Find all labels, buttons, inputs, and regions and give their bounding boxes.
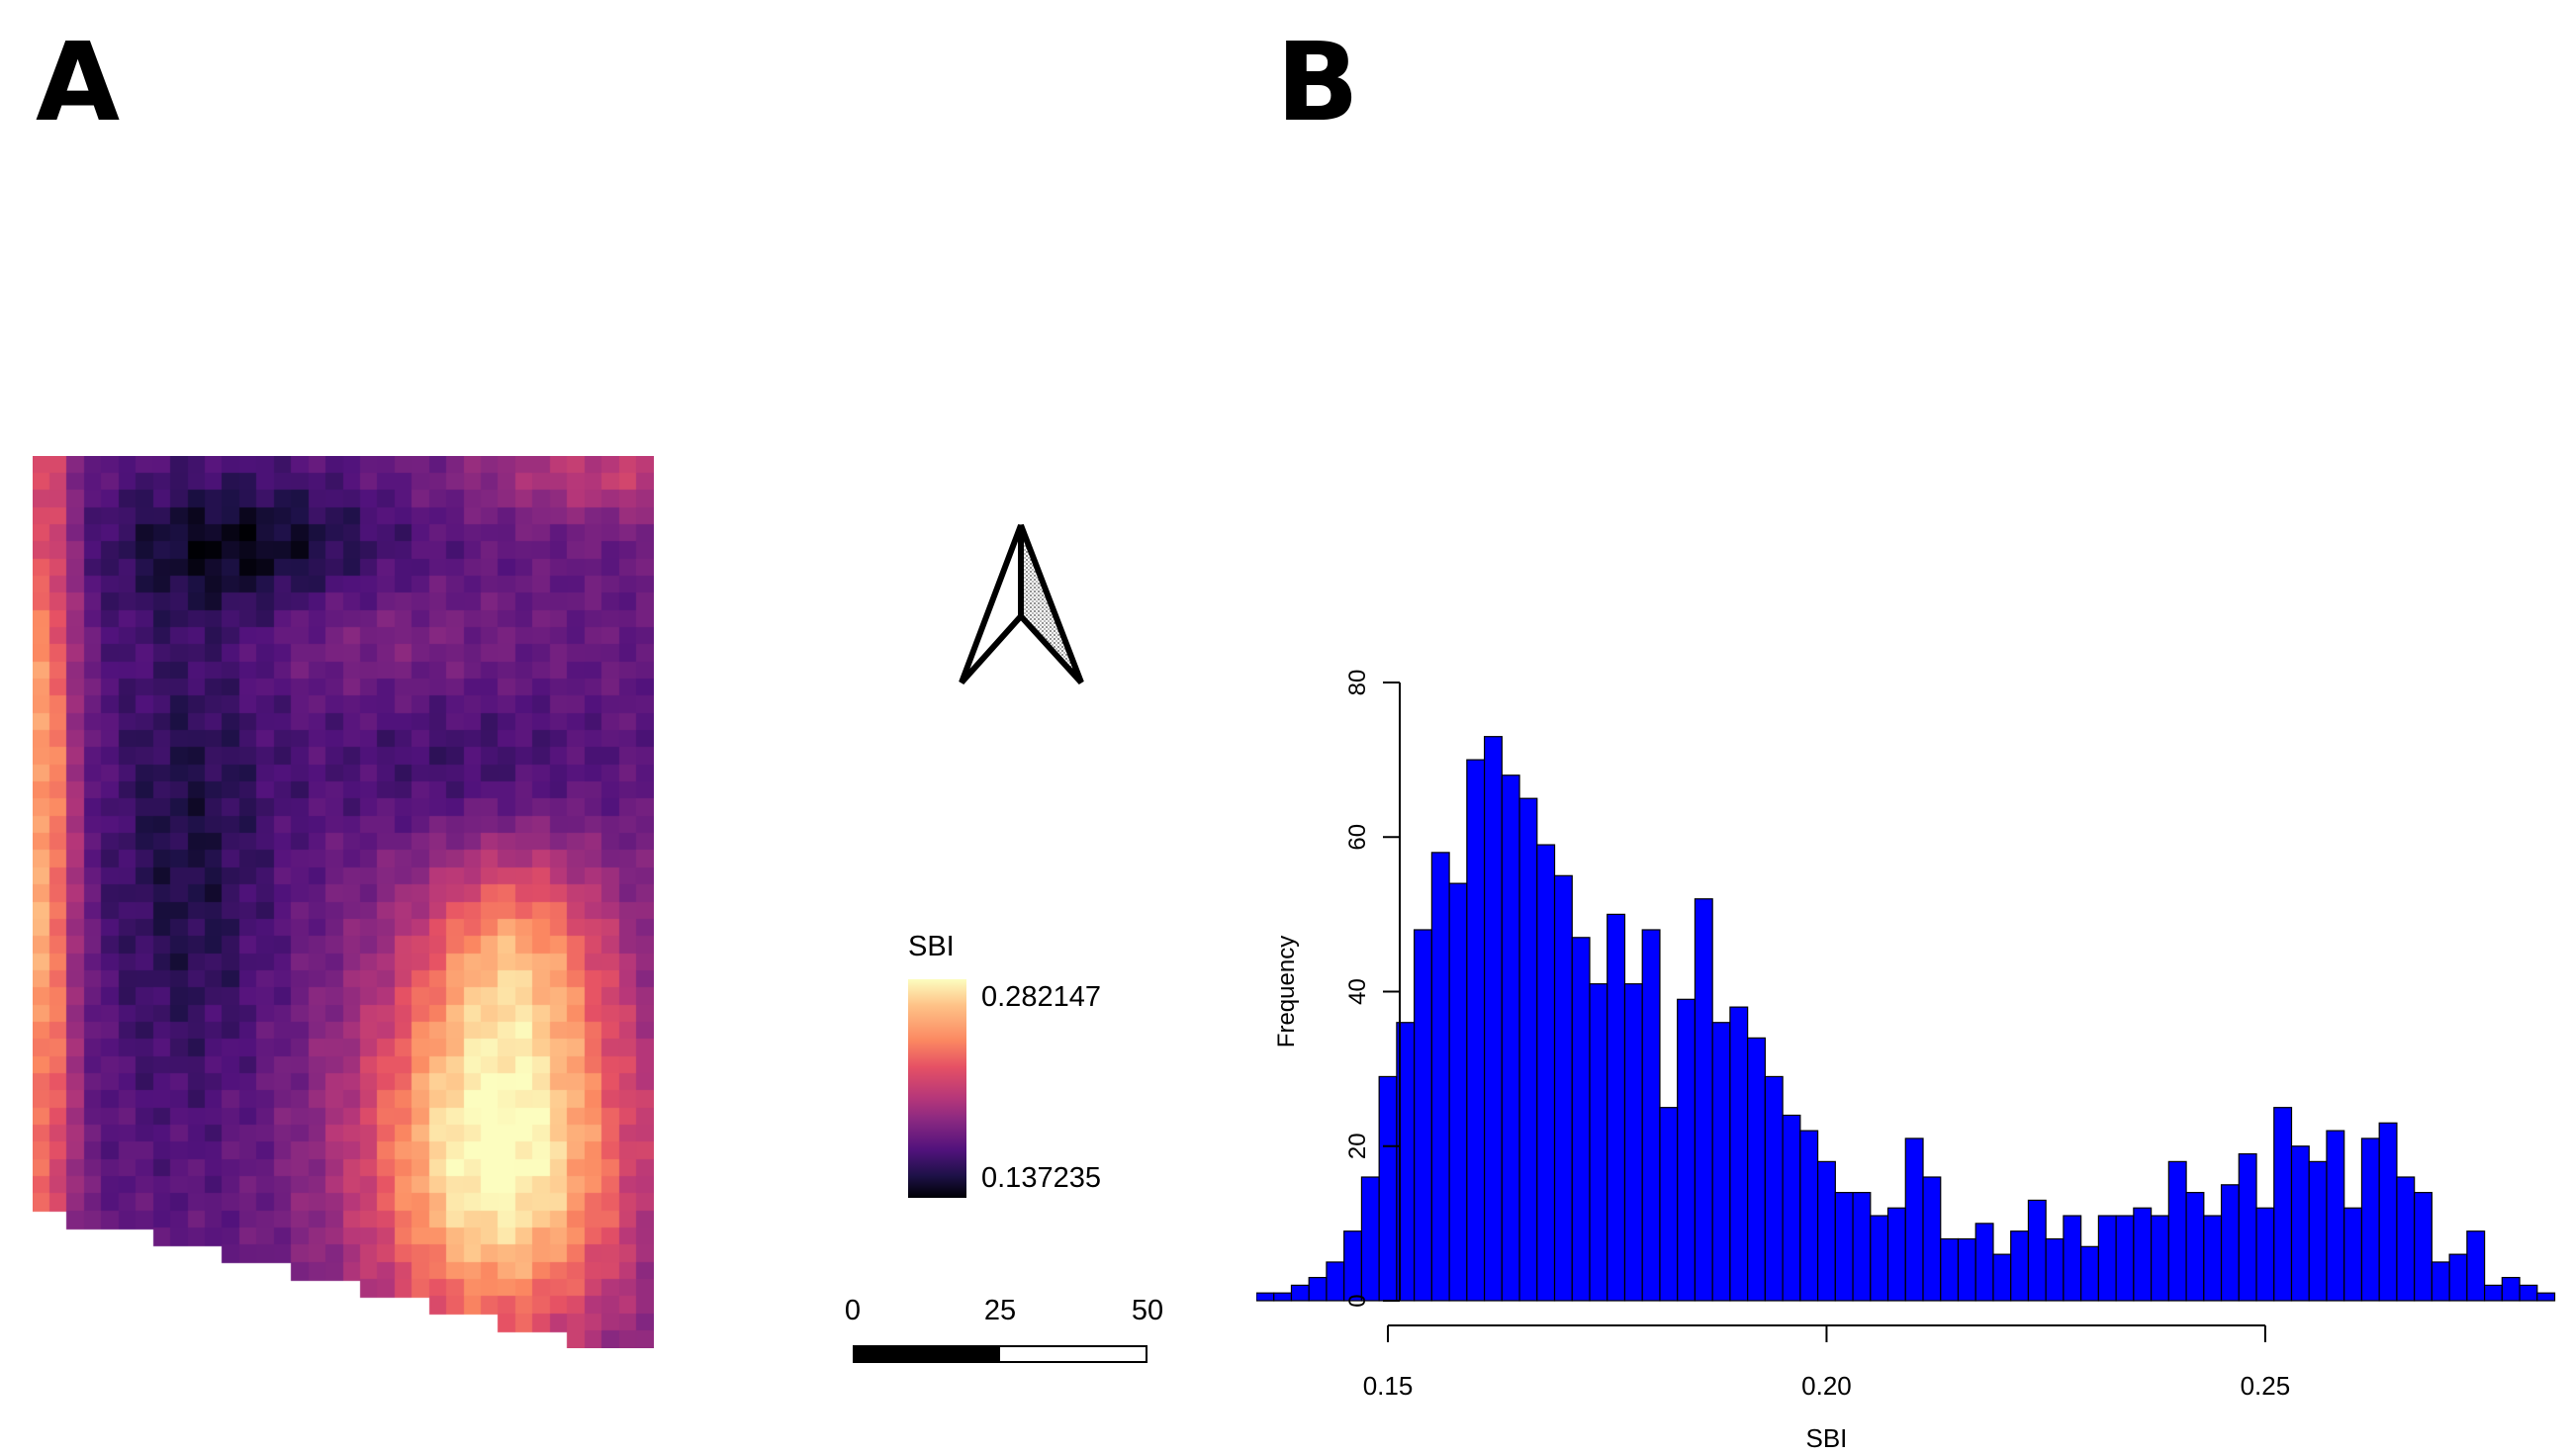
histogram-bar xyxy=(1904,1138,1924,1302)
scale-tick-25: 25 xyxy=(983,1295,1017,1326)
histogram-bar xyxy=(2027,1199,2047,1302)
y-axis-label: Frequency xyxy=(1273,936,1300,1047)
histogram-bar xyxy=(1589,983,1608,1302)
histogram-bar xyxy=(2010,1230,2030,1302)
y-tick-label: 80 xyxy=(1344,670,1371,696)
histogram-bar xyxy=(1378,1075,1398,1302)
sbi-histogram: 0 20 40 60 80 Frequency 0.15 0.20 0.25 SBI xyxy=(1256,670,2556,1453)
histogram-bar xyxy=(1764,1075,1784,1302)
scale-tick-50: 50 xyxy=(1131,1295,1164,1326)
histogram-bar xyxy=(2080,1245,2099,1302)
legend-min-label: 0.137235 xyxy=(981,1162,1101,1194)
histogram-bar xyxy=(1571,937,1591,1302)
histogram-bar xyxy=(1326,1261,1345,1302)
histogram-bar xyxy=(2326,1130,2345,1302)
histogram-bar xyxy=(1974,1223,1994,1302)
histogram-bar xyxy=(1360,1176,1380,1302)
histogram-bar xyxy=(2519,1284,2538,1302)
y-tick-label: 60 xyxy=(1344,824,1371,851)
histogram-bar xyxy=(2220,1184,2240,1302)
histogram-bar xyxy=(2151,1215,2169,1302)
histogram-bar xyxy=(2308,1160,2328,1302)
histogram-bar xyxy=(1729,1006,1749,1302)
histogram-bar xyxy=(1308,1276,1328,1302)
y-tick-label: 20 xyxy=(1344,1133,1371,1159)
histogram-bar xyxy=(2097,1215,2117,1302)
histogram-bar xyxy=(1799,1130,1819,1302)
histogram-bar xyxy=(1518,797,1538,1302)
histogram-bar xyxy=(2414,1192,2433,1302)
north-arrow-icon xyxy=(959,523,1084,685)
panel-a-label: A xyxy=(36,19,121,145)
histogram-bar xyxy=(2431,1261,2450,1302)
histogram-bar xyxy=(1483,736,1503,1302)
histogram-bar xyxy=(1659,1107,1679,1302)
histogram-bar xyxy=(1677,998,1697,1302)
legend-color-ramp xyxy=(908,979,966,1198)
histogram-bar xyxy=(2133,1207,2153,1302)
histogram-bar xyxy=(1501,774,1520,1302)
histogram-bar xyxy=(1922,1176,1942,1302)
histogram-bar xyxy=(2484,1284,2503,1302)
histogram-bar xyxy=(2045,1237,2064,1302)
histogram-bar xyxy=(1623,983,1643,1302)
histogram-bar xyxy=(2115,1215,2135,1302)
histogram-bar xyxy=(2360,1138,2380,1302)
histogram-bar xyxy=(2466,1230,2486,1302)
histogram-bar xyxy=(2343,1207,2363,1302)
histogram-bar xyxy=(2536,1292,2556,1302)
histogram-bar xyxy=(2167,1160,2187,1302)
histogram-bar xyxy=(1816,1160,1836,1302)
histogram-bar xyxy=(1992,1253,2012,1302)
histogram-bar xyxy=(1957,1237,1976,1302)
histogram-bar xyxy=(2290,1145,2310,1302)
histogram-bar xyxy=(1940,1237,1960,1302)
legend-max-label: 0.282147 xyxy=(981,981,1101,1013)
histogram-bar xyxy=(1553,874,1573,1302)
histogram-bar xyxy=(1782,1114,1801,1302)
scale-tick-0: 0 xyxy=(844,1295,862,1326)
y-tick-label: 40 xyxy=(1344,978,1371,1005)
histogram-bar xyxy=(1641,929,1661,1302)
histogram-bar xyxy=(2448,1253,2468,1302)
x-tick-label: 0.15 xyxy=(1363,1371,1414,1401)
histogram-bar xyxy=(1694,898,1713,1302)
panel-b-label: B xyxy=(1276,19,1359,145)
histogram-bar xyxy=(1466,759,1486,1302)
histogram-bar xyxy=(2501,1276,2521,1302)
histogram-bar xyxy=(1290,1284,1310,1302)
histogram-bar xyxy=(1870,1215,1889,1302)
x-axis-label: SBI xyxy=(1806,1423,1848,1453)
histogram-bar xyxy=(1711,1022,1731,1302)
histogram-bar xyxy=(2273,1107,2293,1302)
histogram-bar xyxy=(1747,1037,1766,1302)
scale-bar-filled-segment xyxy=(855,1347,1000,1361)
histogram-axes: 0 20 40 60 80 Frequency 0.15 0.20 0.25 SBI xyxy=(1273,670,2290,1453)
histogram-bar xyxy=(1852,1192,1872,1302)
x-tick-label: 0.25 xyxy=(2241,1371,2291,1401)
histogram-bar xyxy=(1834,1192,1854,1302)
legend-title: SBI xyxy=(908,931,955,962)
histogram-bar xyxy=(1273,1292,1293,1302)
sbi-raster-map xyxy=(33,456,654,1348)
y-tick-label: 0 xyxy=(1344,1294,1371,1307)
histogram-bar xyxy=(1414,929,1432,1302)
histogram-bar xyxy=(1256,1292,1275,1302)
histogram-bar xyxy=(2255,1207,2275,1302)
histogram-bar xyxy=(2378,1122,2398,1302)
histogram-bar xyxy=(2238,1152,2257,1302)
histogram-bar xyxy=(2396,1176,2416,1302)
histogram-bar xyxy=(1886,1207,1906,1302)
histogram-bars xyxy=(1256,736,2556,1302)
histogram-bar xyxy=(1343,1230,1363,1302)
histogram-bar xyxy=(2203,1215,2223,1302)
scale-bar xyxy=(853,1345,1147,1363)
histogram-bar xyxy=(1606,913,1626,1302)
histogram-bar xyxy=(1448,882,1468,1302)
histogram-bar xyxy=(1430,852,1450,1302)
histogram-bar xyxy=(2185,1192,2205,1302)
x-tick-label: 0.20 xyxy=(1801,1371,1852,1401)
histogram-bar xyxy=(2063,1215,2082,1302)
histogram-bar xyxy=(1536,844,1556,1302)
